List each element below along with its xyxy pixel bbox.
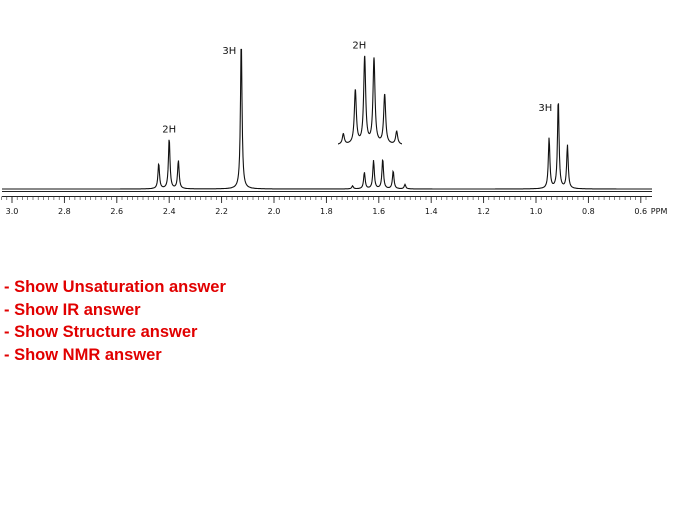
tick-label: 2.6 — [110, 207, 123, 216]
answer-links: - Show Unsaturation answer - Show IR ans… — [4, 276, 226, 366]
integration-label: 3H — [222, 46, 236, 57]
x-axis-tick-labels: 3.0 2.8 2.6 2.4 2.2 2.0 1.8 1.6 1.4 1.2 … — [6, 207, 668, 216]
tick-label: 3.0 — [6, 207, 19, 216]
show-unsaturation-answer-link[interactable]: - Show Unsaturation answer — [4, 278, 226, 296]
peak-point — [566, 143, 569, 146]
peak-point — [557, 97, 560, 100]
peak-point — [157, 162, 160, 165]
tick-label: 1.0 — [530, 207, 543, 216]
tick-label: 2.2 — [215, 207, 228, 216]
spectrum-trace — [2, 48, 652, 190]
tick-label: 2.8 — [58, 207, 71, 216]
tick-label: 1.8 — [320, 207, 333, 216]
integration-label: 3H — [538, 103, 552, 114]
peak-point — [177, 158, 180, 161]
integration-label: 2H — [352, 41, 366, 52]
minor-ticks — [1, 196, 647, 200]
show-ir-answer-link[interactable]: - Show IR answer — [4, 300, 141, 319]
axis-unit-label: PPM — [651, 207, 668, 216]
peak-point — [363, 171, 366, 174]
integration-label: 2H — [162, 125, 176, 136]
integration-labels: 2H 3H 2H 3H — [162, 41, 552, 136]
major-ticks — [11, 196, 642, 203]
tick-label: 1.6 — [372, 207, 385, 216]
inset-multiplet-trace — [338, 55, 402, 145]
peak-point — [351, 184, 354, 187]
show-nmr-answer-link[interactable]: - Show NMR answer — [4, 345, 162, 364]
tick-label: 2.0 — [268, 207, 281, 216]
peak-point — [381, 157, 384, 160]
tick-label: 1.2 — [477, 207, 490, 216]
show-structure-answer-link[interactable]: - Show Structure answer — [4, 323, 198, 341]
peak-point — [404, 183, 407, 186]
peak-point — [548, 136, 551, 139]
tick-label: 0.6 — [634, 207, 647, 216]
peak-point — [392, 169, 395, 172]
tick-label: 2.4 — [163, 207, 176, 216]
tick-label: 0.8 — [582, 207, 595, 216]
nmr-spectrum-chart: 3.0 2.8 2.6 2.4 2.2 2.0 1.8 1.6 1.4 1.2 … — [1, 38, 668, 216]
tick-label: 1.4 — [425, 207, 438, 216]
peak-point — [372, 159, 375, 162]
peak-point — [240, 38, 243, 41]
peak-point — [168, 136, 171, 139]
